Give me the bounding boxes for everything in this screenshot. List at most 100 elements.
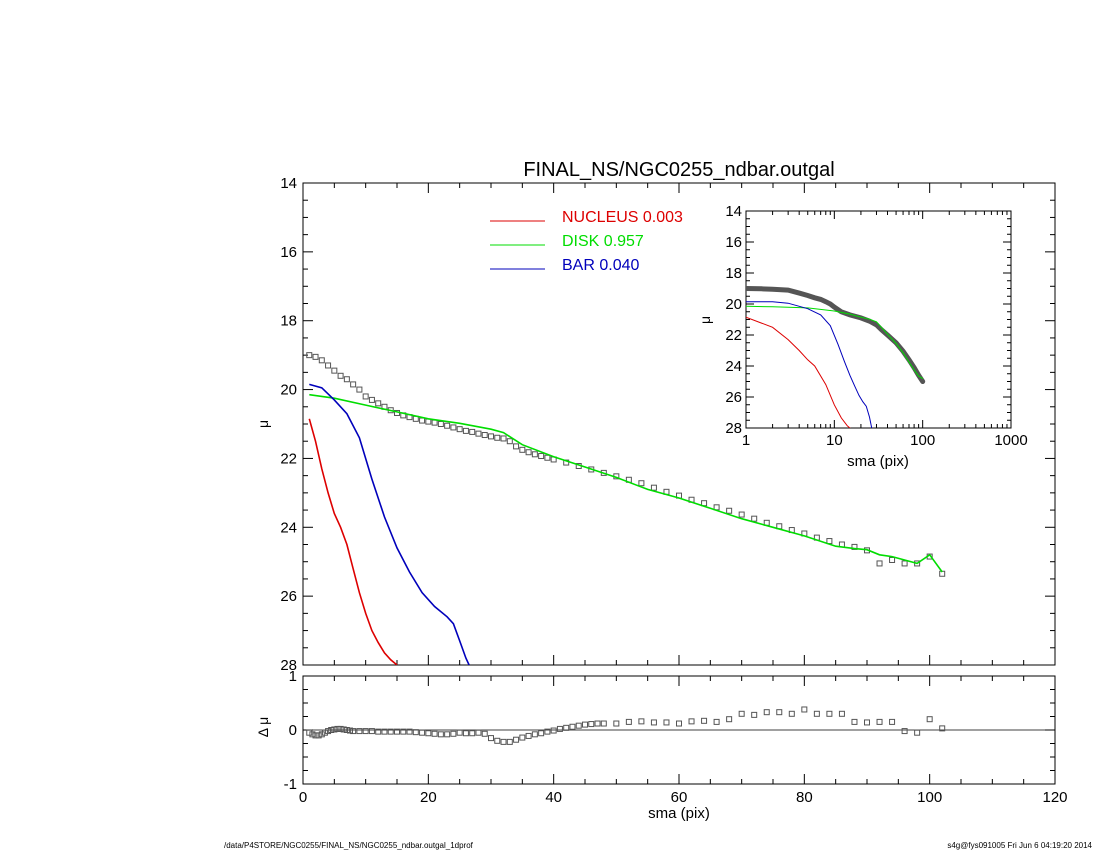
residual-data-point: [412, 729, 419, 736]
main-data-point: [475, 430, 482, 437]
residual-plot-panel: 0 20 40 60 80 100 120-101 Δ μ sma (pix): [255, 668, 1068, 822]
main-data-point: [513, 443, 520, 450]
legend-entry-bar: BAR 0.040: [562, 257, 639, 274]
residual-data-point: [531, 731, 538, 738]
residual-data-point: [381, 728, 388, 735]
residual-data-point: [334, 725, 341, 732]
residual-data-point: [328, 727, 335, 733]
main-data-point: [350, 381, 357, 388]
inset-y-tick-label: 28: [725, 420, 742, 437]
inset-x-tick-label: 1: [742, 432, 750, 449]
residual-data-point: [801, 706, 808, 713]
main-data-point: [337, 372, 344, 379]
main-data-point: [939, 570, 946, 577]
main-data-point: [494, 434, 501, 441]
inset-series-disk: [746, 305, 924, 379]
residual-data-point: [556, 725, 563, 732]
residual-data-point: [763, 709, 770, 716]
residual-x-axis-label: sma (pix): [648, 805, 710, 822]
residual-data-point: [588, 721, 595, 728]
main-data-point: [738, 511, 745, 518]
residual-data-point: [550, 727, 557, 734]
residual-axes: 0 20 40 60 80 100 120-101: [284, 668, 1068, 806]
residual-data-point: [450, 730, 457, 737]
residual-data-point: [444, 731, 451, 738]
residual-data-point: [751, 711, 758, 718]
main-y-tick-label: 20: [280, 382, 297, 399]
residual-data-point: [513, 736, 520, 743]
main-data-point: [751, 515, 758, 522]
main-series-group: [306, 352, 946, 665]
residual-data-point: [851, 718, 858, 725]
main-y-tick-label: 22: [280, 450, 297, 467]
main-y-tick-label: 24: [280, 519, 297, 536]
residual-data-point: [788, 710, 795, 717]
main-data-point: [469, 428, 476, 435]
residual-data-point: [368, 728, 375, 735]
residual-data-point: [876, 718, 883, 725]
main-y-tick-label: 16: [280, 244, 297, 261]
inset-y-tick-label: 22: [725, 327, 742, 344]
residual-data-point: [315, 732, 322, 739]
residual-y-axis-label: Δ μ: [255, 717, 271, 738]
residual-data-point: [350, 728, 357, 735]
main-data-point: [488, 433, 494, 440]
residual-data-point: [425, 730, 432, 737]
main-data-point: [318, 357, 325, 364]
residual-x-tick-label: 60: [671, 789, 688, 806]
residual-data-point: [582, 721, 588, 728]
legend-entry-disk: DISK 0.957: [562, 233, 644, 250]
main-data-point: [456, 426, 463, 433]
residual-data-point: [387, 728, 394, 735]
main-y-tick-label: 18: [280, 313, 297, 330]
residual-data-point: [312, 732, 319, 739]
main-data-point: [500, 435, 507, 442]
residual-data-point: [481, 730, 488, 737]
main-data-point: [306, 352, 313, 359]
residual-data-point: [613, 720, 620, 727]
inset-series-bar: [746, 301, 873, 428]
main-data-point: [481, 432, 488, 439]
main-data-point: [525, 449, 532, 456]
residual-data-point: [462, 730, 469, 737]
residual-data-point: [519, 734, 526, 741]
main-data-point: [375, 400, 382, 407]
residual-data-point: [625, 718, 632, 725]
residual-data-point: [713, 718, 720, 725]
residual-data-point: [325, 728, 332, 735]
main-data-point: [312, 353, 319, 360]
main-data-point: [331, 367, 338, 374]
main-y-tick-label: 14: [280, 175, 297, 192]
residual-data-point: [488, 735, 494, 742]
main-data-point: [368, 396, 375, 403]
residual-data-point: [569, 723, 576, 730]
main-data-point: [726, 507, 733, 514]
main-data-point: [462, 427, 469, 434]
residual-data-point: [926, 716, 933, 723]
residual-data-point: [901, 728, 908, 735]
residual-data-point: [306, 729, 313, 736]
residual-data-point: [738, 710, 745, 717]
main-series-disk: [309, 393, 943, 573]
main-data-point: [638, 480, 645, 487]
residual-data-point: [394, 728, 400, 735]
residual-data-point: [506, 738, 513, 745]
residual-data-point: [469, 730, 476, 737]
main-data-point: [325, 362, 332, 369]
main-data-point: [531, 451, 538, 458]
main-data-point: [544, 454, 551, 461]
residual-data-point: [594, 720, 601, 727]
main-data-point: [362, 393, 369, 400]
residual-data-point: [437, 731, 444, 738]
residual-data-point: [638, 718, 645, 725]
residual-data-point: [309, 731, 316, 738]
inset-y-tick-label: 20: [725, 296, 742, 313]
residual-data-point: [563, 724, 570, 731]
residual-data-point: [914, 729, 921, 736]
inset-x-tick-label: 1000: [994, 432, 1027, 449]
residual-data-point: [538, 730, 545, 737]
inset-x-tick-label: 10: [826, 432, 843, 449]
residual-data-point: [939, 725, 946, 732]
residual-data-point: [676, 720, 682, 727]
main-data-point: [851, 543, 858, 550]
